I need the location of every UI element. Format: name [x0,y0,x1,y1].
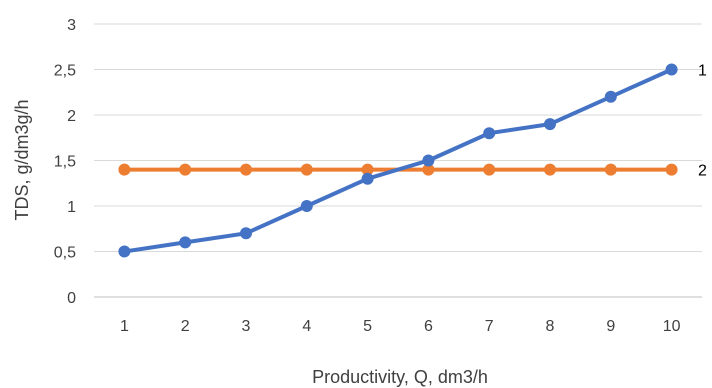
y-tick-label: 3 [67,17,76,34]
series-1 [118,63,678,258]
y-axis-ticks: 0 0,5 1 1,5 2 2,5 3 [54,17,76,307]
gridlines [94,23,702,298]
data-point [604,90,617,103]
x-tick-label: 5 [363,318,372,335]
series-label-2: 2 [698,163,707,180]
y-tick-label: 2,5 [54,63,76,80]
data-point [544,163,556,176]
data-point [483,127,496,140]
series-labels: 12 [698,63,707,180]
x-tick-label: 7 [485,318,494,335]
x-axis-title: Productivity, Q, dm3/h [312,367,488,387]
x-tick-label: 10 [663,318,681,335]
series-line [122,67,674,254]
data-point [300,200,313,212]
data-point [544,118,556,131]
series-lines [118,63,678,258]
x-tick-label: 6 [424,318,433,335]
data-point [422,163,435,176]
y-tick-label: 0,5 [54,245,76,262]
data-point [483,163,496,176]
x-tick-label: 4 [302,318,311,335]
x-axis-ticks: 1 2 3 4 5 6 7 8 9 10 [120,318,681,335]
data-point [179,236,192,249]
series-label-1: 1 [698,63,707,80]
x-tick-label: 1 [120,318,129,335]
y-tick-label: 2 [67,108,76,125]
y-tick-label: 1 [67,199,76,216]
data-point [665,63,678,76]
y-tick-label: 0 [67,290,76,307]
x-tick-label: 3 [242,318,251,335]
data-point [118,163,131,176]
x-tick-label: 9 [606,318,615,335]
data-point [118,245,131,258]
x-tick-label: 8 [546,318,555,335]
data-point [240,163,252,176]
y-tick-label: 1,5 [54,154,76,171]
data-point [179,163,192,176]
data-point [361,163,374,176]
data-point [422,154,435,167]
data-point [665,163,678,176]
data-point [240,227,252,240]
data-point [300,163,313,176]
y-axis-title: TDS, g/dm3g/h [12,99,32,220]
data-point [604,163,617,176]
x-tick-label: 2 [181,318,190,335]
series-2 [118,163,678,176]
data-point [361,172,374,185]
